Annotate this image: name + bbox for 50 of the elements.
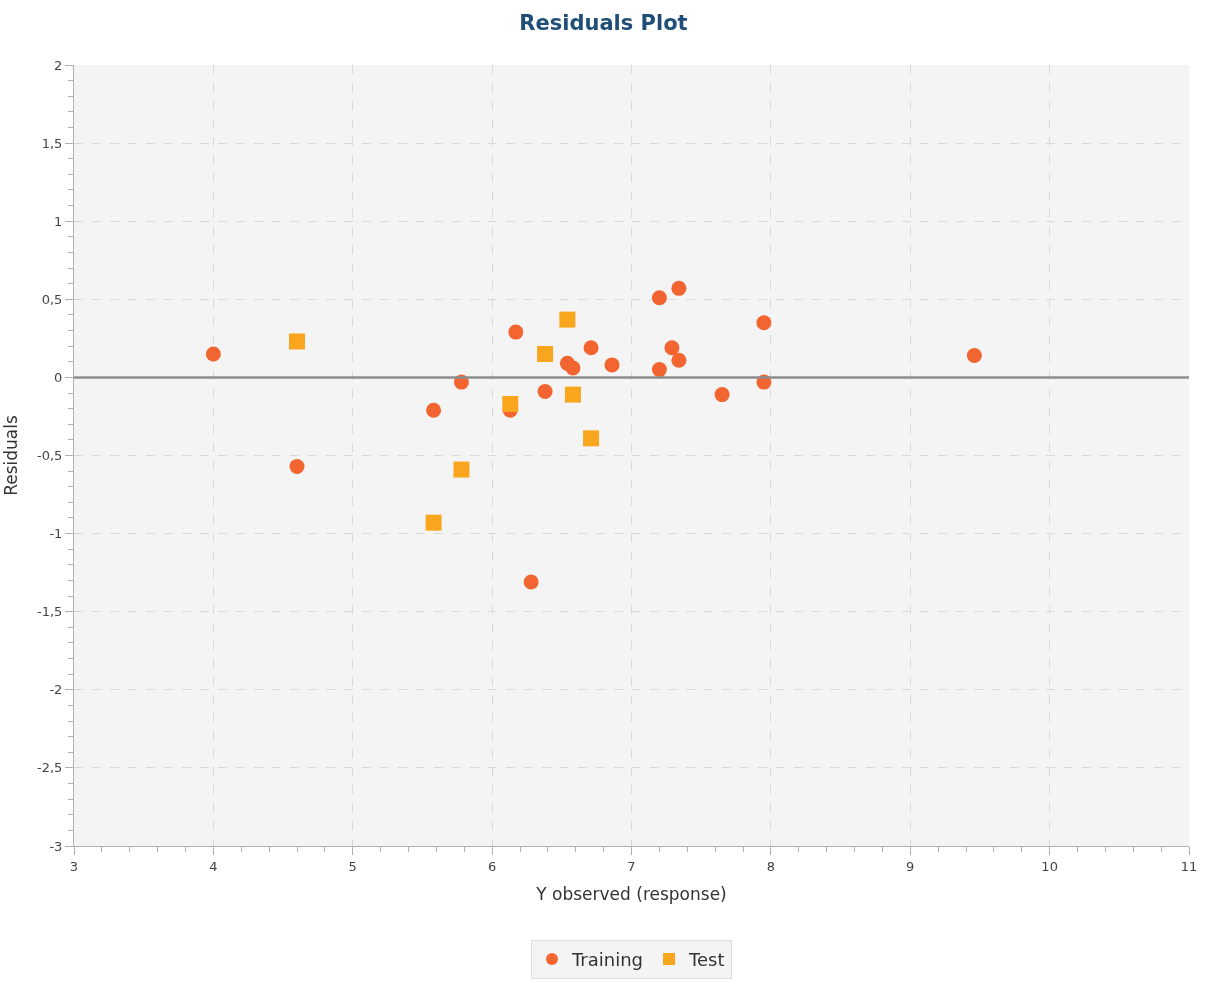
- y-tick-label: 0: [54, 369, 63, 385]
- x-tick-label: 4: [209, 858, 218, 874]
- y-tick-label: -2,5: [37, 760, 63, 776]
- point: [651, 290, 667, 306]
- x-tick-label: 3: [69, 858, 79, 874]
- point: [425, 514, 442, 531]
- y-tick-label: -0,5: [37, 448, 63, 464]
- point: [966, 348, 982, 364]
- y-tick-label: 0,5: [41, 291, 63, 307]
- y-tick-label: 2: [54, 57, 63, 73]
- y-tick-label: -1,5: [37, 604, 63, 620]
- x-tick-label: 11: [1180, 858, 1198, 874]
- y-tick-label: -1: [49, 526, 63, 542]
- point: [205, 346, 221, 362]
- point: [508, 324, 524, 340]
- legend-label: Test: [688, 948, 725, 970]
- point: [651, 362, 667, 378]
- point: [565, 360, 581, 376]
- point: [604, 357, 620, 373]
- point: [537, 383, 553, 399]
- x-tick-label: 7: [627, 858, 636, 874]
- x-tick-label: 8: [766, 858, 776, 874]
- y-tick-label: 1: [54, 213, 63, 229]
- point: [502, 395, 519, 412]
- x-tick-label: 10: [1041, 858, 1058, 874]
- point: [756, 315, 772, 331]
- y-axis-title: Residuals: [0, 415, 21, 496]
- legend-label: Training: [571, 948, 644, 970]
- point: [583, 340, 599, 356]
- point: [583, 430, 600, 447]
- x-axis-title: Y observed (response): [535, 884, 727, 904]
- point: [523, 574, 539, 590]
- x-tick-label: 6: [487, 858, 497, 874]
- point: [664, 340, 680, 356]
- point: [671, 352, 687, 368]
- point: [289, 333, 305, 350]
- point: [559, 311, 576, 328]
- point: [426, 402, 442, 418]
- chart-title: Residuals Plot: [519, 10, 688, 35]
- y-tick-label: 1,5: [41, 135, 63, 151]
- point: [564, 386, 581, 403]
- point: [714, 387, 730, 403]
- x-tick-label: 9: [906, 858, 915, 874]
- point: [453, 461, 470, 478]
- x-tick-label: 5: [348, 858, 357, 874]
- point: [671, 280, 687, 296]
- point: [289, 458, 305, 474]
- point: [537, 345, 554, 362]
- y-tick-label: -2: [49, 682, 63, 698]
- y-tick-label: -3: [49, 838, 63, 854]
